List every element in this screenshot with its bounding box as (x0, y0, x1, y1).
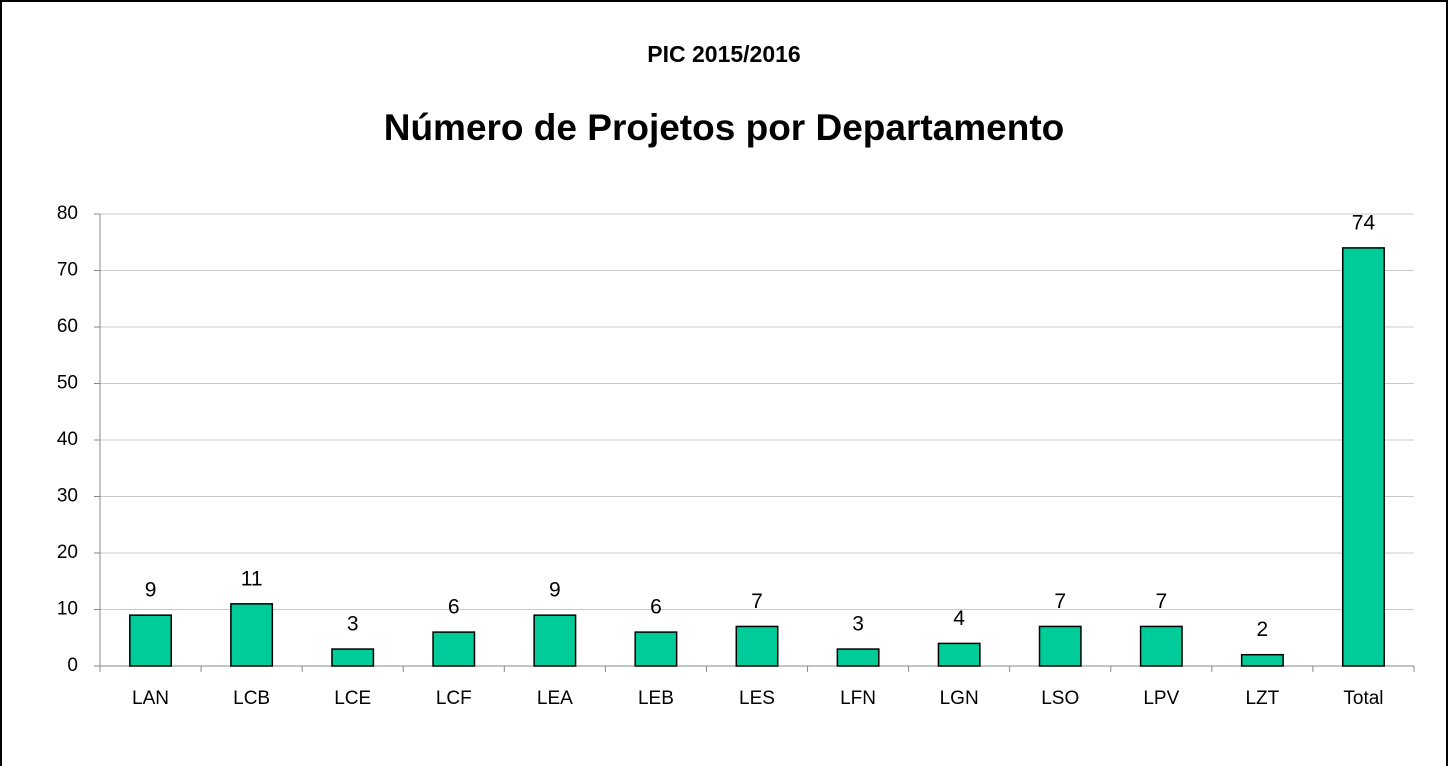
data-label: 6 (650, 596, 662, 619)
y-tick-label: 60 (57, 316, 78, 337)
data-label: 6 (448, 596, 460, 619)
x-tick-label: LEB (638, 688, 674, 709)
y-tick-label: 0 (67, 655, 78, 676)
bar (1341, 247, 1385, 667)
y-tick-label: 40 (57, 429, 78, 450)
bar (432, 631, 476, 667)
bar (1038, 625, 1082, 667)
y-tick-label: 20 (57, 542, 78, 563)
y-tick-label: 80 (57, 203, 78, 224)
data-label: 4 (953, 607, 965, 630)
x-tick-label: LSO (1041, 688, 1079, 709)
bar (1240, 653, 1284, 667)
x-tick-label: LES (739, 688, 775, 709)
bar (129, 614, 173, 667)
bar (230, 603, 274, 667)
bar (634, 631, 678, 667)
data-label: 11 (241, 567, 263, 590)
data-label: 7 (1155, 590, 1167, 613)
x-tick-label: LGN (940, 688, 979, 709)
x-tick-label: LCB (233, 688, 270, 709)
data-label: 2 (1257, 618, 1269, 641)
y-tick-label: 30 (57, 486, 78, 507)
bar (331, 648, 375, 667)
chart-subtitle: PIC 2015/2016 (647, 41, 800, 67)
data-label: 74 (1352, 211, 1376, 234)
data-label: 9 (145, 579, 157, 602)
x-tick-label: Total (1343, 688, 1383, 709)
bar (836, 648, 880, 667)
data-label: 3 (852, 613, 864, 636)
bar (1139, 625, 1183, 667)
chart-title: Número de Projetos por Departamento (384, 107, 1065, 148)
x-tick-label: LPV (1143, 688, 1179, 709)
x-tick-label: LCE (334, 688, 371, 709)
x-tick-label: LFN (840, 688, 876, 709)
bar (937, 642, 981, 667)
x-tick-label: LCF (436, 688, 472, 709)
data-label: 7 (751, 590, 763, 613)
y-tick-label: 70 (57, 260, 78, 281)
y-tick-label: 50 (57, 373, 78, 394)
x-tick-label: LEA (537, 688, 573, 709)
bar (735, 625, 779, 667)
bar (533, 614, 577, 667)
data-label: 7 (1054, 590, 1066, 613)
y-tick-label: 10 (57, 599, 78, 620)
data-label: 3 (347, 613, 359, 636)
data-label: 9 (549, 579, 561, 602)
x-tick-label: LAN (132, 688, 169, 709)
x-tick-label: LZT (1245, 688, 1279, 709)
